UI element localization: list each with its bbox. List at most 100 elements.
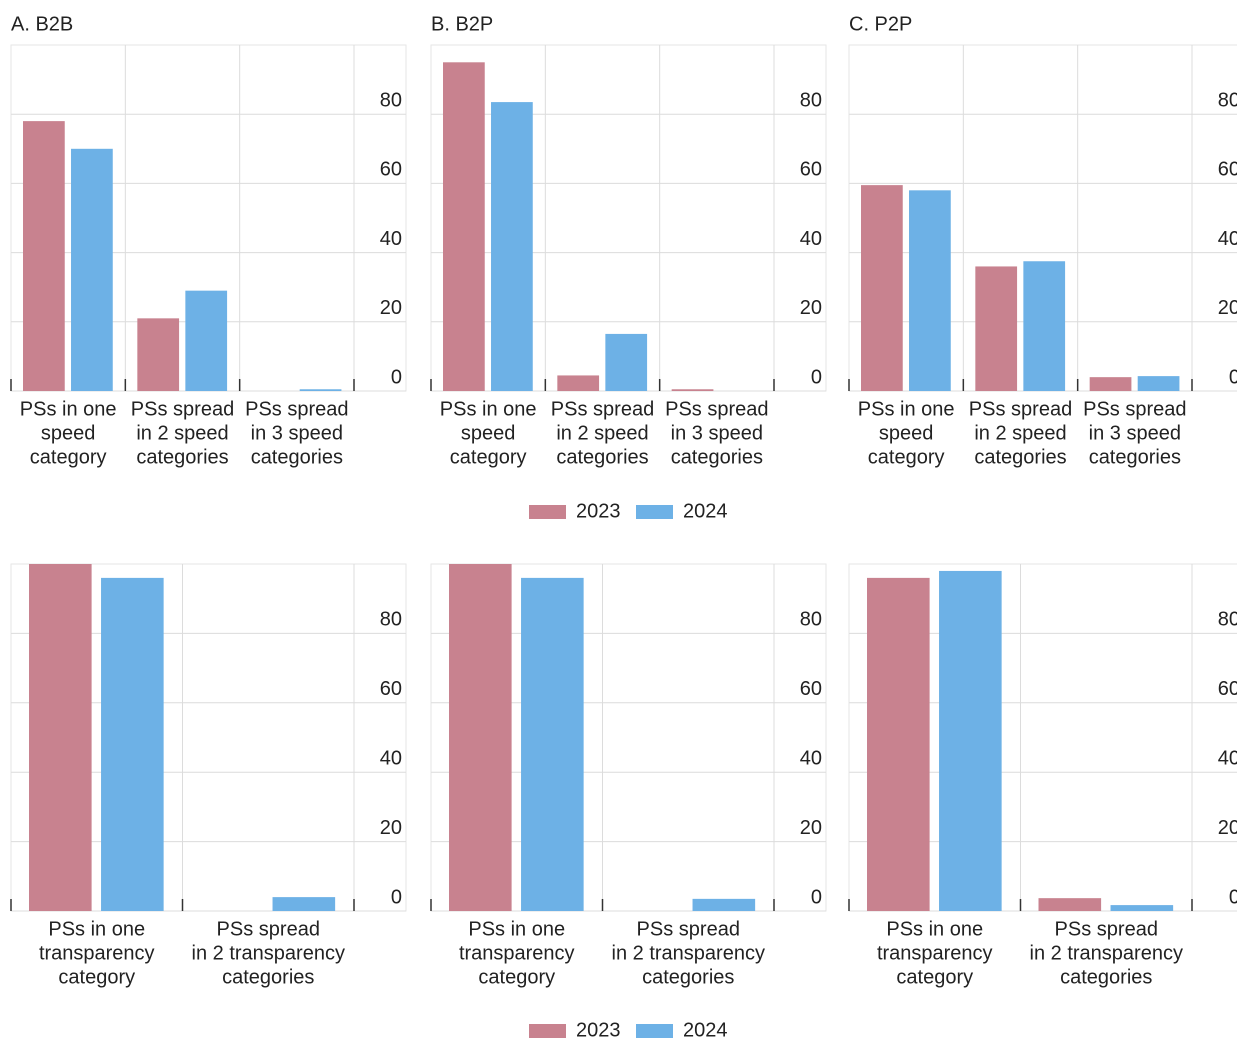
y-tick-label: 0: [391, 366, 402, 388]
x-tick-label: PSs spread: [1055, 918, 1158, 940]
legend-swatch: [636, 505, 673, 519]
y-tick-label: 20: [1218, 817, 1237, 839]
bar: [692, 898, 756, 911]
y-tick-label: 60: [800, 678, 822, 700]
y-tick-label: 60: [1218, 159, 1237, 181]
legend-swatch: [529, 1024, 566, 1038]
bar: [71, 148, 113, 391]
y-tick-label: 40: [800, 228, 822, 250]
legend-swatch: [529, 505, 566, 519]
bar: [1023, 261, 1066, 391]
x-tick-label: categories: [1060, 966, 1152, 988]
y-tick-label: 80: [1218, 89, 1237, 111]
bar: [1038, 898, 1102, 911]
y-tick-label: 40: [380, 747, 402, 769]
x-tick-label: category: [896, 966, 973, 988]
x-tick-label: categories: [251, 446, 343, 468]
x-tick-label: categories: [974, 446, 1066, 468]
bar: [29, 564, 92, 911]
y-tick-label: 20: [380, 817, 402, 839]
y-tick-label: 60: [800, 159, 822, 181]
bar: [137, 318, 180, 391]
bar: [867, 577, 930, 911]
y-tick-label: 80: [1218, 609, 1237, 631]
bar: [939, 570, 1002, 911]
x-tick-label: category: [868, 446, 945, 468]
x-tick-label: categories: [222, 966, 314, 988]
bar: [491, 102, 533, 391]
x-tick-label: category: [58, 966, 135, 988]
y-tick-label: 80: [380, 89, 402, 111]
y-tick-label: 60: [1218, 678, 1237, 700]
y-tick-label: 80: [380, 609, 402, 631]
y-tick-label: 20: [800, 297, 822, 319]
x-tick-label: in 3 speed: [1089, 422, 1181, 444]
x-tick-label: PSs spread: [637, 918, 740, 940]
x-tick-label: categories: [642, 966, 734, 988]
x-tick-label: category: [478, 966, 555, 988]
y-tick-label: 40: [800, 747, 822, 769]
x-tick-label: categories: [556, 446, 648, 468]
y-tick-label: 20: [800, 817, 822, 839]
bar: [909, 190, 951, 391]
x-tick-label: PSs in one: [48, 918, 145, 940]
x-tick-label: in 2 speed: [974, 422, 1066, 444]
bar: [23, 121, 65, 392]
y-tick-label: 80: [800, 609, 822, 631]
x-tick-label: PSs in one: [886, 918, 983, 940]
legend-swatch: [636, 1024, 673, 1038]
y-tick-label: 0: [811, 366, 822, 388]
panel-title: C. P2P: [849, 13, 912, 35]
x-tick-label: in 2 transparency: [612, 942, 765, 964]
y-tick-label: 20: [1218, 297, 1237, 319]
y-tick-label: 60: [380, 159, 402, 181]
bar: [861, 185, 903, 391]
panel-title: A. B2B: [11, 13, 73, 35]
y-tick-label: 40: [380, 228, 402, 250]
x-tick-label: PSs spread: [245, 398, 348, 420]
bar: [101, 577, 164, 911]
legend-label: 2023: [576, 1019, 621, 1041]
x-tick-label: in 3 speed: [251, 422, 343, 444]
x-tick-label: speed: [41, 422, 96, 444]
x-tick-label: PSs spread: [551, 398, 654, 420]
x-tick-label: speed: [879, 422, 934, 444]
bar: [1089, 377, 1132, 391]
y-tick-label: 20: [380, 297, 402, 319]
x-tick-label: PSs in one: [858, 398, 955, 420]
x-tick-label: in 3 speed: [671, 422, 763, 444]
y-tick-label: 40: [1218, 747, 1237, 769]
panel-title: B. B2P: [431, 13, 493, 35]
x-tick-label: transparency: [459, 942, 575, 964]
legend-label: 2024: [683, 1019, 728, 1041]
bar: [443, 62, 485, 392]
x-tick-label: PSs spread: [1083, 398, 1186, 420]
bar: [449, 564, 512, 911]
y-tick-label: 0: [1229, 886, 1237, 908]
x-tick-label: PSs spread: [665, 398, 768, 420]
x-tick-label: in 2 speed: [556, 422, 648, 444]
x-tick-label: PSs spread: [217, 918, 320, 940]
bar: [1137, 376, 1180, 391]
x-tick-label: PSs in one: [20, 398, 117, 420]
bar: [299, 389, 342, 391]
x-tick-label: PSs spread: [969, 398, 1072, 420]
y-tick-label: 0: [391, 886, 402, 908]
y-tick-label: 60: [380, 678, 402, 700]
x-tick-label: PSs in one: [468, 918, 565, 940]
bar: [975, 266, 1018, 391]
bar: [521, 577, 584, 911]
x-tick-label: in 2 transparency: [192, 942, 345, 964]
y-tick-label: 0: [811, 886, 822, 908]
x-tick-label: PSs in one: [440, 398, 537, 420]
x-tick-label: category: [30, 446, 107, 468]
y-tick-label: 0: [1229, 366, 1237, 388]
x-tick-label: transparency: [877, 942, 993, 964]
bar: [272, 897, 336, 911]
x-tick-label: categories: [671, 446, 763, 468]
legend-label: 2023: [576, 500, 621, 522]
x-tick-label: category: [450, 446, 527, 468]
bar: [1110, 905, 1174, 911]
x-tick-label: in 2 speed: [136, 422, 228, 444]
y-tick-label: 80: [800, 89, 822, 111]
